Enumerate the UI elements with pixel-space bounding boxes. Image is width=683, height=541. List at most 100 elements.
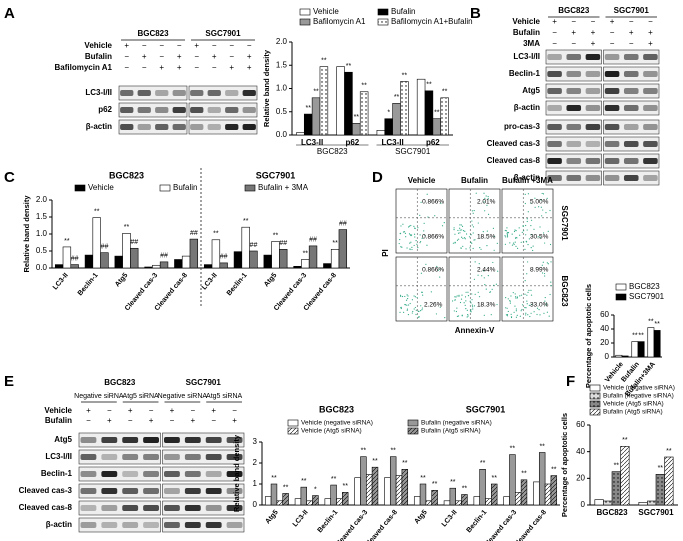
blot-band: [101, 437, 118, 443]
flow-event: [402, 223, 404, 225]
legend-label: Bufalin: [173, 183, 197, 192]
flow-event: [509, 242, 511, 244]
condition-sign: −: [552, 39, 557, 48]
flow-event: [427, 216, 429, 218]
blot-frame: [603, 119, 660, 135]
significance: **: [243, 218, 249, 225]
bar: [611, 471, 621, 506]
flow-event: [544, 275, 546, 277]
flow-event: [461, 225, 464, 228]
bar: [638, 502, 648, 506]
flow-event: [533, 228, 535, 230]
flow-event: [469, 310, 472, 312]
flow-event: [471, 299, 473, 301]
blot-band: [566, 124, 582, 130]
y-axis-label: Relative band density: [262, 49, 271, 127]
bar: [440, 97, 449, 136]
flow-event: [519, 295, 521, 297]
flow-event: [413, 225, 415, 228]
legend-swatch: [589, 400, 601, 408]
x-tick-label: Atg5: [413, 509, 428, 525]
flow-event: [505, 314, 508, 316]
flow-event: [419, 214, 421, 217]
flow-event: [415, 309, 417, 311]
flow-event: [419, 234, 421, 236]
bar: [647, 500, 657, 506]
significance: ##: [309, 237, 317, 244]
band-label: Cleaved cas-8: [19, 503, 73, 512]
flow-event: [527, 193, 529, 195]
bar: [637, 341, 645, 358]
flow-event: [462, 237, 464, 239]
y-tick-label: 20: [576, 473, 585, 482]
flow-event: [414, 296, 416, 298]
significance: **: [426, 82, 432, 89]
condition-sign: −: [247, 41, 252, 50]
condition-sign: +: [591, 39, 596, 48]
flow-event: [477, 222, 479, 224]
flow-event: [474, 261, 476, 263]
flow-event: [406, 294, 408, 296]
band-label: Atg5: [54, 435, 72, 444]
significance: **: [394, 94, 400, 101]
flow-event: [477, 291, 479, 293]
blot-band: [585, 105, 601, 111]
bar: [359, 91, 369, 136]
significance: **: [271, 475, 277, 482]
flow-event: [514, 229, 516, 231]
blot-band: [164, 437, 180, 443]
bar: [449, 487, 457, 506]
flow-plot: [448, 256, 501, 322]
band-label: β-actin: [514, 103, 540, 112]
flow-event: [399, 238, 401, 241]
quadrant-value: 18.3%: [477, 302, 496, 309]
legend-label: Bufalin + 3MA: [258, 183, 309, 192]
condition-sign: −: [629, 17, 634, 26]
flow-event: [509, 302, 511, 304]
blot-band: [623, 105, 639, 111]
condition-sign: −: [194, 52, 199, 61]
legend-label: BGC823: [629, 282, 660, 291]
significance: **: [390, 448, 396, 455]
significance: **: [402, 460, 408, 467]
x-tick-label: LC3-II: [292, 509, 310, 528]
flow-event: [461, 315, 463, 317]
blot-frame: [118, 102, 188, 118]
blot-band: [205, 505, 222, 511]
condition-label: Vehicle: [512, 17, 540, 26]
flow-event: [516, 297, 519, 299]
bar: [479, 468, 486, 506]
x-tick-label: Beclin-1: [226, 272, 249, 297]
flow-event: [470, 241, 472, 243]
bar: [384, 118, 393, 136]
flow-event: [451, 300, 454, 302]
flow-event: [454, 296, 456, 298]
bar: [503, 496, 510, 506]
y-tick-label: 0: [253, 500, 258, 509]
bar: [400, 81, 409, 136]
flow-event: [404, 295, 406, 298]
flow-event: [463, 302, 465, 304]
flow-event: [527, 314, 529, 316]
flow-event: [515, 245, 517, 247]
x-tick-label: BGC823: [596, 508, 628, 517]
significance: **: [283, 484, 289, 491]
flow-event: [473, 239, 475, 241]
flow-event: [421, 291, 423, 293]
flow-event: [546, 197, 548, 200]
flow-event: [460, 224, 462, 226]
blot-band: [205, 437, 222, 443]
band-label: pro-cas-3: [504, 122, 541, 131]
bar: [92, 217, 101, 269]
condition-sign: −: [212, 63, 217, 72]
blot-frame: [545, 153, 602, 169]
flow-event: [457, 315, 460, 317]
flow-event: [540, 199, 542, 201]
condition-sign: +: [124, 41, 129, 50]
blot-band: [547, 88, 562, 94]
blot-frame: [188, 85, 258, 101]
blot-band: [566, 71, 582, 77]
flow-event: [467, 295, 470, 297]
condition-sign: +: [247, 63, 252, 72]
flow-event: [525, 312, 527, 314]
